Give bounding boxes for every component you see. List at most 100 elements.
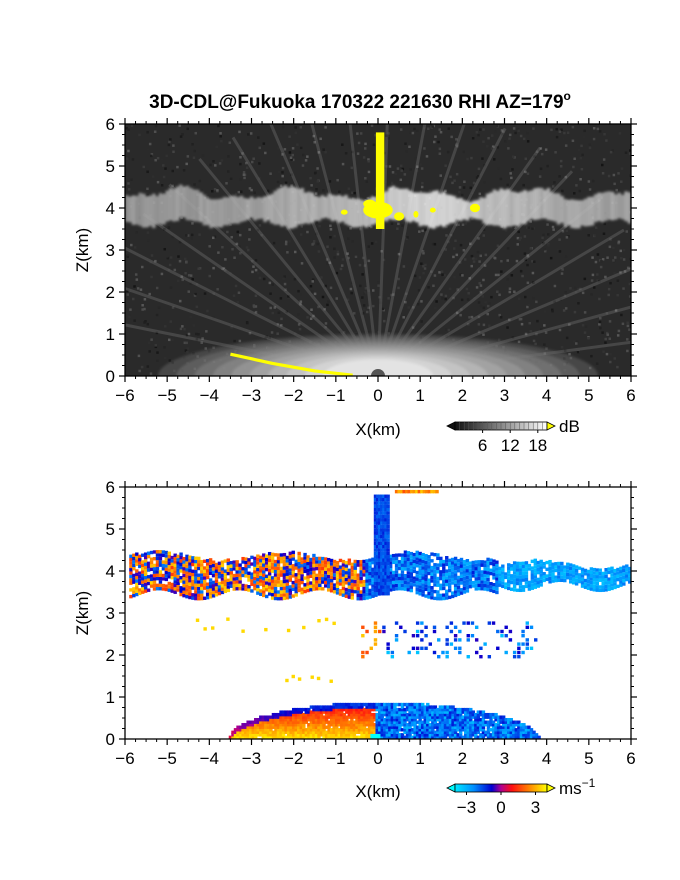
velocity-cell	[247, 561, 251, 565]
velocity-cell	[179, 555, 183, 560]
velocity-cell	[307, 723, 311, 727]
velocity-cell	[430, 579, 434, 583]
velocity-cell	[423, 712, 427, 717]
velocity-cell	[129, 594, 133, 599]
velocity-cell	[373, 548, 378, 552]
velocity-cell	[436, 715, 440, 719]
backscatter-noise-cell	[233, 256, 236, 260]
velocity-cell	[291, 710, 296, 714]
velocity-cell	[409, 568, 414, 573]
velocity-cell	[332, 590, 337, 594]
velocity-cell	[368, 558, 372, 562]
velocity-cell	[329, 720, 334, 724]
velocity-cell	[205, 592, 210, 596]
velocity-cell	[155, 553, 160, 557]
velocity-cell	[342, 715, 346, 719]
velocity-cell	[267, 588, 272, 593]
backscatter-noise-cell	[329, 228, 333, 231]
backscatter-noise-cell	[399, 164, 403, 168]
backscatter-beam-ray	[269, 124, 380, 376]
velocity-cell	[179, 579, 183, 583]
velocity-cell	[347, 725, 352, 729]
velocity-cell	[208, 571, 213, 575]
velocity-cell	[469, 723, 473, 727]
velocity-cell	[533, 578, 537, 583]
velocity-cell	[380, 715, 384, 719]
velocity-cell	[373, 524, 378, 529]
velocity-cell	[380, 538, 384, 542]
velocity-cell	[322, 715, 326, 719]
velocity-cell	[350, 569, 354, 573]
velocity-cell	[244, 574, 248, 578]
velocity-cell	[384, 551, 388, 556]
velocity-cell	[384, 592, 388, 596]
backscatter-noise-cell	[346, 252, 349, 255]
velocity-cell	[409, 588, 414, 593]
velocity-cell	[173, 556, 177, 561]
velocity-cell	[427, 571, 431, 576]
velocity-cell	[451, 728, 455, 732]
velocity-cell	[243, 725, 248, 729]
velocity-cell	[158, 550, 163, 554]
velocity-cell	[235, 587, 239, 591]
velocity-cell	[415, 728, 420, 732]
velocity-cell	[217, 591, 222, 596]
velocity-cell	[456, 735, 460, 739]
velocity-cell	[453, 573, 458, 577]
velocity-cell	[347, 578, 352, 583]
velocity-cell	[286, 628, 291, 633]
velocity-cell	[446, 707, 450, 712]
velocity-cell	[200, 566, 204, 571]
velocity-cell	[405, 730, 410, 734]
velocity-cell	[368, 575, 372, 579]
backscatter-noise-cell	[444, 294, 448, 298]
velocity-cell	[264, 715, 268, 719]
backscatter-noise-cell	[210, 190, 214, 193]
velocity-cell	[273, 559, 278, 564]
velocity-cell	[589, 577, 594, 581]
velocity-cell	[394, 583, 399, 588]
backscatter-noise-cell	[420, 320, 423, 323]
velocity-cell	[367, 718, 372, 722]
velocity-cell	[256, 728, 260, 732]
velocity-cell	[397, 576, 402, 581]
velocity-cell	[233, 730, 238, 734]
velocity-cell	[470, 634, 475, 638]
velocity-cell	[415, 489, 419, 494]
velocity-cell	[314, 735, 319, 739]
velocity-cell	[447, 558, 452, 563]
velocity-cell	[185, 578, 189, 582]
velocity-cell	[432, 625, 437, 629]
velocity-cell	[468, 581, 473, 586]
velocity-cell	[580, 570, 585, 575]
velocity-cell	[266, 720, 271, 724]
backscatter-noise-cell	[577, 301, 580, 305]
velocity-cell	[388, 707, 392, 712]
velocity-cell	[469, 718, 473, 722]
velocity-cell	[380, 568, 384, 572]
velocity-cell	[332, 569, 337, 574]
velocity-cell	[408, 712, 412, 717]
backscatter-noise-cell	[299, 146, 303, 150]
velocity-cell	[393, 702, 397, 707]
velocity-cell	[400, 723, 405, 727]
velocity-cell	[332, 725, 336, 729]
velocity-cell	[350, 723, 354, 727]
backscatter-noise-cell	[558, 238, 561, 241]
velocity-cell	[441, 728, 445, 732]
velocity-cell	[350, 707, 354, 712]
velocity-cell	[214, 593, 219, 597]
backscatter-cloud-cell	[307, 191, 311, 224]
velocity-cell	[534, 638, 538, 642]
backscatter-noise-cell	[380, 249, 383, 253]
velocity-cell	[167, 558, 171, 562]
velocity-cell	[143, 575, 148, 580]
velocity-cell	[191, 569, 195, 573]
velocity-cell	[271, 723, 276, 727]
velocity-cell	[341, 580, 346, 584]
velocity-cell	[500, 629, 504, 634]
velocity-cell	[501, 581, 505, 585]
velocity-cell	[208, 578, 213, 582]
velocity-cell	[512, 561, 517, 565]
velocity-cell	[418, 702, 422, 707]
